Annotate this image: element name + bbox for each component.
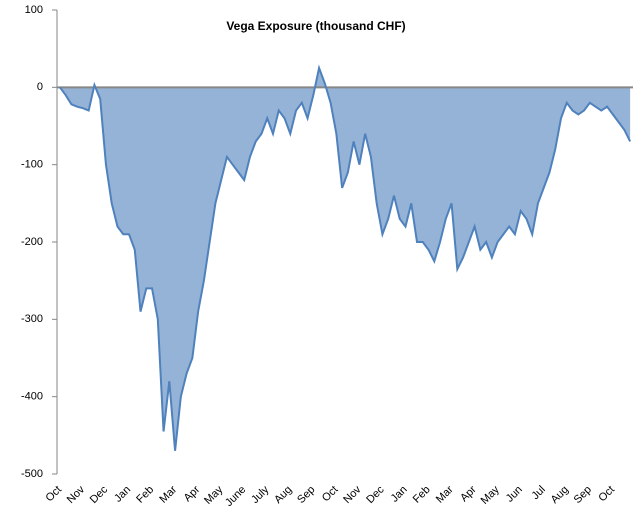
y-tick-label: 0 <box>37 81 43 93</box>
x-tick-label: May <box>479 483 503 507</box>
x-tick-label: July <box>249 483 272 506</box>
x-tick-label: Apr <box>458 483 479 504</box>
x-tick-label: May <box>202 483 226 507</box>
x-tick-label: Apr <box>182 483 203 504</box>
x-tick-label: Sep <box>572 484 594 506</box>
x-tick-label: Nov <box>341 483 364 506</box>
x-tick-label: Mar <box>434 483 456 505</box>
y-tick-label: -300 <box>21 313 43 325</box>
x-tick-label: Feb <box>134 484 156 506</box>
y-tick-label: -100 <box>21 159 43 171</box>
x-tick-label: Jan <box>389 484 410 505</box>
x-tick-label: Mar <box>157 483 179 505</box>
chart-title: Vega Exposure (thousand CHF) <box>226 19 405 33</box>
x-tick-label: Feb <box>411 484 433 506</box>
line <box>59 64 632 451</box>
x-tick-label: Aug <box>272 484 294 506</box>
x-tick-label: Oct <box>320 484 341 505</box>
x-tick-label: Sep <box>295 484 317 506</box>
x-tick-label: Dec <box>88 483 111 506</box>
x-tick-label: June <box>223 484 248 508</box>
x-tick-label: Oct <box>43 484 64 505</box>
x-tick-label: Jan <box>112 484 133 505</box>
x-tick-label: Oct <box>596 484 617 505</box>
y-tick-label: -200 <box>21 236 43 248</box>
area <box>59 68 631 451</box>
y-tick-label: -500 <box>21 468 43 480</box>
y-tick-label: -400 <box>21 391 43 403</box>
x-tick-label: Nov <box>65 483 88 506</box>
y-tick-label: 100 <box>25 4 43 16</box>
x-tick-label: Jul <box>529 484 547 502</box>
x-tick-label: Aug <box>549 484 571 506</box>
x-tick-label: Dec <box>364 483 387 506</box>
x-tick-label: Jun <box>504 484 525 505</box>
